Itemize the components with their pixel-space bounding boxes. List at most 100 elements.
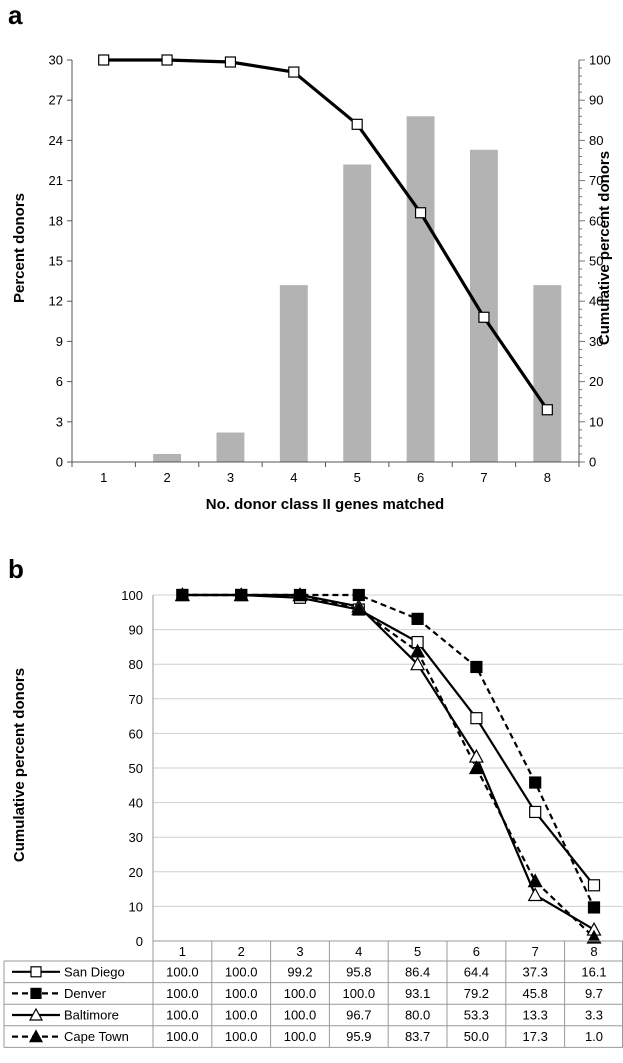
y-tick-label-0: 0: [136, 934, 143, 949]
y-tick-label-20: 20: [129, 865, 143, 880]
series-point-cape-town-8: [586, 929, 602, 944]
left-tick-label-24: 24: [49, 133, 63, 148]
panel-a-y2-axis-title: Cumulative percent donors: [596, 151, 613, 345]
legend-label-denver: Denver: [64, 986, 107, 1001]
panel-a-left-ticks: 0 3 6 9 12 15 18 21 24 27 30: [49, 53, 72, 470]
table-cell-san-diego-7: 37.3: [523, 964, 548, 979]
bar-7: [469, 149, 498, 462]
y-tick-label-50: 50: [129, 761, 143, 776]
y-tick-label-80: 80: [129, 657, 143, 672]
left-tick-label-6: 6: [56, 374, 63, 389]
y-tick-label-100: 100: [121, 588, 143, 603]
panel-b-label: b: [8, 554, 24, 584]
series-point-cape-town-2: [233, 587, 249, 602]
legend-marker-baltimore: [28, 1007, 44, 1021]
series-point-cape-town-3: [292, 587, 308, 602]
cumulative-point-3: [224, 56, 237, 68]
table-cell-cape-town-5: 83.7: [405, 1029, 430, 1044]
series-point-cape-town-1: [174, 587, 190, 602]
right-tick-label-90: 90: [589, 93, 603, 108]
bar-5: [343, 164, 372, 462]
x-tick-label-3: 3: [227, 470, 234, 485]
legend-label-san-diego: San Diego: [64, 964, 125, 979]
series-point-denver-7: [529, 776, 542, 789]
table-cell-cape-town-8: 1.0: [585, 1029, 603, 1044]
x-tick-label-2: 2: [163, 470, 170, 485]
table-cell-baltimore-2: 100.0: [225, 1008, 258, 1023]
table-cell-denver-4: 100.0: [343, 986, 376, 1001]
right-tick-label-100: 100: [589, 53, 611, 68]
cumulative-point-1: [98, 54, 110, 66]
table-cell-cape-town-4: 95.9: [346, 1029, 371, 1044]
series-line-cape-town: [182, 593, 595, 939]
cumulative-point-6: [414, 207, 427, 219]
table-cell-san-diego-2: 100.0: [225, 964, 258, 979]
series-point-denver-8: [587, 901, 601, 914]
right-tick-label-60: 60: [589, 213, 603, 228]
table-cell-denver-5: 93.1: [405, 986, 430, 1001]
right-tick-label-20: 20: [589, 374, 603, 389]
bar-3: [216, 432, 245, 462]
series-point-cape-town-6: [468, 760, 484, 775]
x-tick-label-4: 4: [290, 470, 297, 485]
right-tick-label-80: 80: [589, 133, 603, 148]
left-tick-label-9: 9: [56, 334, 63, 349]
table-cell-san-diego-3: 99.2: [287, 964, 312, 979]
table-cell-denver-6: 79.2: [464, 986, 489, 1001]
cumulative-point-4: [288, 66, 300, 78]
panel-b-series-lines: [174, 587, 602, 944]
table-cell-cape-town-2: 100.0: [225, 1029, 258, 1044]
y-tick-label-40: 40: [129, 796, 143, 811]
panel-a-bars: [153, 116, 562, 462]
legend-marker-denver: [30, 987, 42, 1000]
right-tick-label-40: 40: [589, 294, 603, 309]
bar-2: [153, 453, 182, 462]
table-header-8: 8: [590, 944, 597, 959]
table-cell-san-diego-4: 95.8: [346, 964, 371, 979]
panel-b-data-table: 1 2 3 4 5 6 7 8 San Diego 100.0 100.0 99.2 95.8 86.4 6…: [3, 940, 623, 1048]
table-header-6: 6: [473, 944, 480, 959]
right-tick-label-10: 10: [589, 414, 603, 429]
table-header-1: 1: [179, 944, 186, 959]
series-line-denver: [182, 593, 595, 908]
panel-b-y-ticks: 0 10 20 30 40 50 60 70 80 90 100: [121, 588, 143, 949]
cumulative-point-7: [478, 311, 490, 323]
table-cell-cape-town-1: 100.0: [166, 1029, 199, 1044]
panel-b-y-axis-title: Cumulative percent donors: [11, 668, 28, 862]
left-tick-label-30: 30: [49, 53, 63, 68]
panel-a-label: a: [8, 0, 23, 30]
left-tick-label-3: 3: [56, 414, 63, 429]
table-cell-baltimore-6: 53.3: [464, 1008, 489, 1023]
panel-a-x-axis-title: No. donor class II genes matched: [206, 496, 444, 513]
table-cell-denver-1: 100.0: [166, 986, 199, 1001]
table-header-4: 4: [355, 944, 362, 959]
left-tick-label-21: 21: [49, 173, 63, 188]
panel-a-right-ticks: 0 10 20 30 40 50 60 70 80 90 100: [579, 53, 611, 470]
series-point-san-diego-7: [529, 805, 542, 819]
table-header-7: 7: [532, 944, 539, 959]
table-cell-denver-3: 100.0: [284, 986, 317, 1001]
series-line-baltimore: [182, 593, 595, 931]
y-tick-label-70: 70: [129, 692, 143, 707]
left-tick-label-15: 15: [49, 254, 63, 269]
table-cell-san-diego-1: 100.0: [166, 964, 199, 979]
left-tick-label-12: 12: [49, 294, 63, 309]
y-tick-label-30: 30: [129, 830, 143, 845]
x-tick-label-5: 5: [354, 470, 361, 485]
table-cell-san-diego-5: 86.4: [405, 964, 430, 979]
legend-marker-san-diego: [30, 966, 42, 978]
table-cell-san-diego-6: 64.4: [464, 964, 489, 979]
x-tick-label-1: 1: [100, 470, 107, 485]
series-point-denver-5: [411, 612, 424, 625]
table-header-2: 2: [238, 944, 245, 959]
table-cell-cape-town-7: 17.3: [523, 1029, 548, 1044]
x-tick-label-7: 7: [480, 470, 487, 485]
panel-a-axes: [71, 60, 580, 463]
table-cell-baltimore-8: 3.3: [585, 1008, 603, 1023]
cumulative-point-2: [161, 54, 173, 66]
x-tick-label-8: 8: [544, 470, 551, 485]
right-tick-label-0: 0: [589, 455, 596, 470]
table-cell-san-diego-8: 16.1: [581, 964, 606, 979]
bar-4: [279, 285, 308, 462]
